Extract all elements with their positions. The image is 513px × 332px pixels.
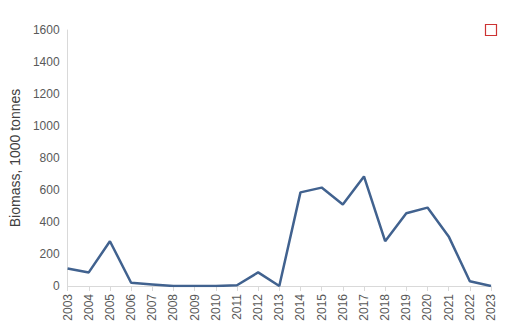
- svg-text:600: 600: [40, 183, 60, 197]
- svg-text:2016: 2016: [336, 294, 350, 321]
- svg-text:2019: 2019: [399, 294, 413, 321]
- svg-text:2013: 2013: [272, 294, 286, 321]
- svg-text:2023: 2023: [484, 294, 498, 321]
- svg-text:2008: 2008: [166, 294, 180, 321]
- svg-text:2003: 2003: [61, 294, 75, 321]
- svg-text:2018: 2018: [378, 294, 392, 321]
- svg-text:2010: 2010: [209, 294, 223, 321]
- svg-text:2020: 2020: [420, 294, 434, 321]
- svg-text:2012: 2012: [251, 294, 265, 321]
- svg-text:1000: 1000: [33, 119, 60, 133]
- svg-text:2005: 2005: [103, 294, 117, 321]
- svg-text:0: 0: [53, 279, 60, 293]
- svg-text:2022: 2022: [463, 294, 477, 321]
- svg-text:2021: 2021: [442, 294, 456, 321]
- svg-text:2014: 2014: [293, 294, 307, 321]
- svg-text:2004: 2004: [82, 294, 96, 321]
- svg-text:2017: 2017: [357, 294, 371, 321]
- svg-text:800: 800: [40, 151, 60, 165]
- svg-text:2007: 2007: [145, 294, 159, 321]
- svg-text:1200: 1200: [33, 87, 60, 101]
- svg-text:1600: 1600: [33, 23, 60, 37]
- svg-text:200: 200: [40, 247, 60, 261]
- svg-text:2009: 2009: [188, 294, 202, 321]
- svg-text:2015: 2015: [315, 294, 329, 321]
- svg-text:2011: 2011: [230, 294, 244, 320]
- svg-text:Biomass, 1000 tonnes: Biomass, 1000 tonnes: [7, 89, 23, 228]
- svg-text:2006: 2006: [124, 294, 138, 321]
- svg-text:400: 400: [40, 215, 60, 229]
- svg-text:1400: 1400: [33, 55, 60, 69]
